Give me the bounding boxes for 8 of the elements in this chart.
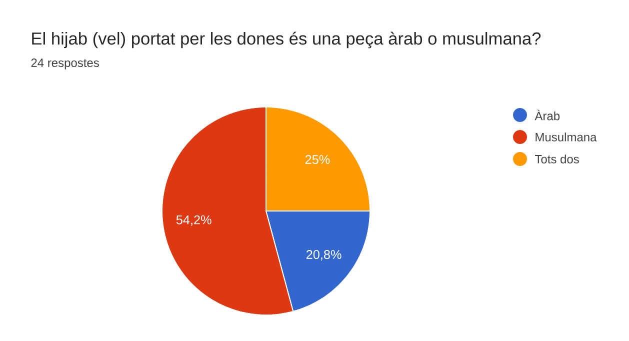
data-label: 54,2% — [176, 215, 212, 226]
data-label: 25% — [305, 155, 330, 164]
text: 24 respostes — [31, 58, 99, 70]
chart-title: El hijab (vel) portat per les dones és una peça àrab o musulmana? — [32, 32, 541, 48]
legend-label: Tots dos — [534, 154, 579, 164]
legend-label: Musulmana — [536, 132, 597, 142]
data-label: 20,8% — [306, 250, 342, 260]
legend-label: Àrab — [534, 110, 560, 120]
